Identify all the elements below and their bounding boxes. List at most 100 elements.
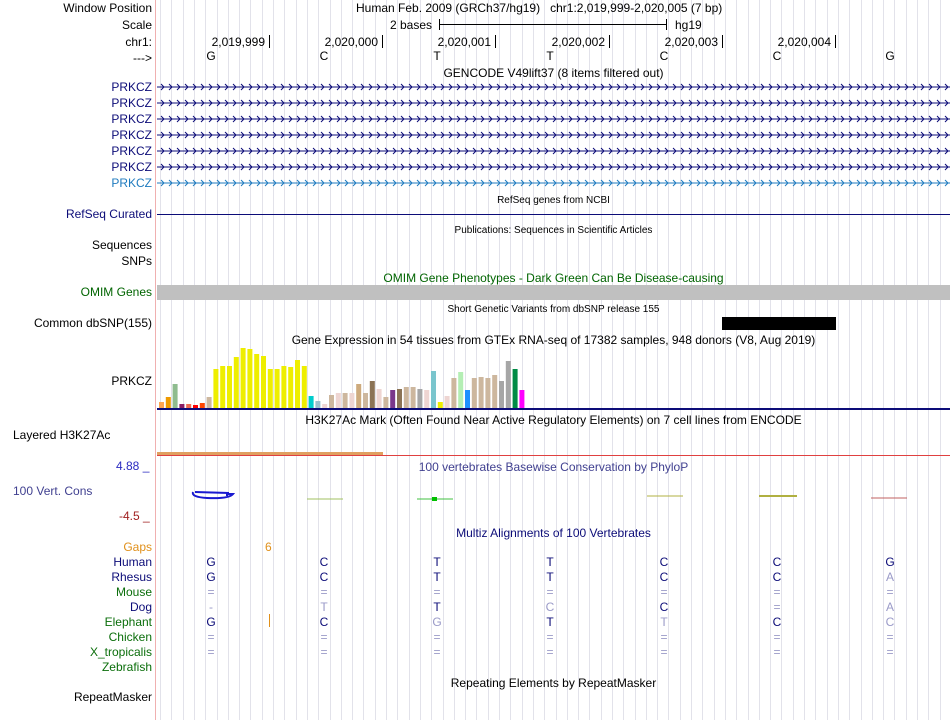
gtex-tissue-bar[interactable]	[369, 381, 375, 408]
species-label[interactable]: Zebrafish	[101, 660, 152, 674]
gtex-tissue-bar[interactable]	[267, 369, 273, 408]
gencode-item-label[interactable]: PRKCZ	[111, 128, 152, 142]
gtex-tissue-bar[interactable]	[165, 397, 171, 408]
omim-label[interactable]: OMIM Genes	[80, 285, 152, 299]
species-label[interactable]: Elephant	[104, 615, 152, 629]
guide-line	[217, 0, 218, 720]
gtex-tissue-bar[interactable]	[485, 378, 491, 408]
gencode-transcript-line[interactable]	[157, 82, 950, 92]
gtex-tissue-bar[interactable]	[315, 401, 321, 408]
refseq-label[interactable]: RefSeq Curated	[65, 207, 152, 221]
gtex-tissue-bar[interactable]	[254, 354, 260, 408]
gencode-transcript-line[interactable]	[157, 146, 950, 156]
gtex-tissue-bar[interactable]	[335, 393, 341, 408]
gencode-transcript-line[interactable]	[157, 162, 950, 172]
gaps-label: Gaps	[123, 540, 152, 554]
phylop-label[interactable]: 100 Vert. Cons	[13, 484, 93, 498]
gtex-tissue-bar[interactable]	[199, 403, 205, 408]
alignment-base: T	[433, 570, 441, 584]
gencode-transcript-line[interactable]	[157, 98, 950, 108]
gencode-item-label[interactable]: PRKCZ	[111, 112, 152, 126]
gtex-tissue-bar[interactable]	[376, 389, 382, 408]
gtex-tissue-bar[interactable]	[424, 390, 430, 408]
species-label[interactable]: Chicken	[108, 630, 152, 644]
gtex-tissue-bar[interactable]	[444, 396, 450, 408]
gtex-tissue-bar[interactable]	[431, 371, 436, 408]
gencode-item-label[interactable]: PRKCZ	[111, 160, 152, 174]
gtex-tissue-bar[interactable]	[458, 372, 464, 408]
guide-line	[488, 0, 489, 720]
gtex-tissue-bar[interactable]	[172, 384, 178, 408]
gtex-label[interactable]: PRKCZ	[111, 374, 152, 388]
gtex-tissue-bar[interactable]	[233, 357, 239, 408]
species-label[interactable]: Human	[113, 555, 152, 569]
gencode-transcript-line[interactable]	[157, 114, 950, 124]
gtex-tissue-bar[interactable]	[240, 348, 246, 408]
dbsnp-label[interactable]: Common dbSNP(155)	[33, 316, 152, 330]
gencode-transcript-line[interactable]	[157, 130, 950, 140]
gtex-tissue-bar[interactable]	[363, 393, 368, 408]
h3k27ac-label[interactable]: Layered H3K27Ac	[13, 428, 111, 442]
guide-line	[476, 0, 477, 720]
gtex-tissue-bar[interactable]	[471, 378, 477, 408]
gtex-tissue-bar[interactable]	[403, 387, 409, 408]
snps-label[interactable]: SNPs	[121, 254, 152, 268]
species-label[interactable]: Dog	[129, 600, 152, 614]
species-label[interactable]: X_tropicalis	[89, 645, 152, 659]
gtex-tissue-bar[interactable]	[213, 369, 219, 408]
gtex-tissue-bar[interactable]	[308, 396, 314, 408]
gtex-tissue-bar[interactable]	[383, 397, 389, 408]
gtex-tissue-bar[interactable]	[186, 404, 192, 408]
gencode-item-label[interactable]: PRKCZ	[111, 96, 152, 110]
gtex-tissue-bar[interactable]	[478, 377, 484, 408]
gtex-tissue-bar[interactable]	[499, 381, 504, 408]
gtex-tissue-bar[interactable]	[390, 390, 396, 408]
gtex-tissue-bar[interactable]	[206, 397, 212, 408]
gtex-tissue-bar[interactable]	[261, 356, 266, 408]
gtex-tissue-bar[interactable]	[505, 361, 511, 408]
gtex-tissue-bar[interactable]	[227, 366, 232, 408]
guide-line	[635, 0, 636, 720]
reference-base: C	[659, 49, 669, 63]
gtex-tissue-bar[interactable]	[295, 360, 300, 408]
gtex-tissue-bar[interactable]	[417, 389, 423, 408]
guide-line	[702, 0, 703, 720]
sequences-label[interactable]: Sequences	[91, 238, 152, 252]
gtex-tissue-bar[interactable]	[322, 404, 328, 408]
gtex-tissue-bar[interactable]	[329, 395, 334, 408]
gtex-tissue-bar[interactable]	[512, 369, 518, 408]
species-label[interactable]: Rhesus	[111, 570, 152, 584]
alignment-base: A	[885, 600, 894, 614]
gtex-tissue-bar[interactable]	[342, 393, 348, 408]
gtex-tissue-bar[interactable]	[397, 389, 402, 408]
gtex-tissue-bar[interactable]	[274, 369, 280, 408]
gtex-tissue-bar[interactable]	[281, 366, 287, 408]
gtex-tissue-bar[interactable]	[356, 384, 362, 408]
gtex-tissue-bar[interactable]	[451, 378, 457, 408]
phylop-ymax: 4.88 _	[116, 459, 150, 473]
gencode-item-label[interactable]: PRKCZ	[111, 176, 152, 190]
guide-line	[556, 0, 557, 720]
dbsnp-variant-bar[interactable]	[722, 317, 836, 330]
gencode-item-label[interactable]: PRKCZ	[111, 144, 152, 158]
gtex-tissue-bar[interactable]	[437, 402, 443, 408]
gtex-tissue-bar[interactable]	[492, 375, 498, 408]
ruler-tick-mark	[382, 35, 383, 48]
alignment-base: =	[207, 645, 215, 659]
gtex-tissue-bar[interactable]	[247, 349, 253, 408]
gtex-tissue-bar[interactable]	[288, 367, 294, 408]
repeatmasker-label[interactable]: RepeatMasker	[73, 690, 152, 704]
gtex-tissue-bar[interactable]	[465, 390, 470, 408]
species-label[interactable]: Mouse	[115, 585, 152, 599]
gtex-tissue-bar[interactable]	[301, 366, 307, 408]
gtex-tissue-bar[interactable]	[349, 393, 355, 408]
guide-line	[420, 0, 421, 720]
gtex-tissue-bar[interactable]	[159, 402, 164, 408]
gtex-tissue-bar[interactable]	[410, 387, 416, 408]
gtex-tissue-bar[interactable]	[179, 404, 185, 408]
gencode-transcript-line[interactable]	[157, 178, 950, 188]
gtex-tissue-bar[interactable]	[220, 366, 226, 408]
gtex-tissue-bar[interactable]	[193, 405, 198, 408]
gencode-item-label[interactable]: PRKCZ	[111, 80, 152, 94]
gtex-tissue-bar[interactable]	[519, 390, 525, 408]
